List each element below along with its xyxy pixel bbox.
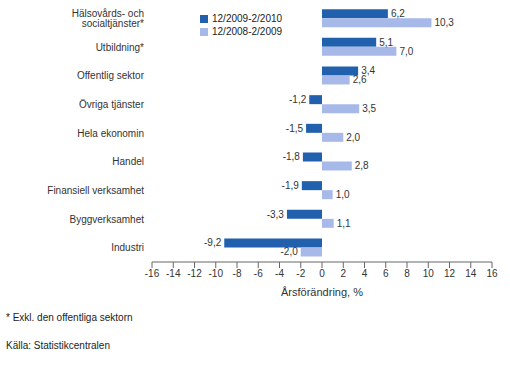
svg-text:Hälsovårds- ochsocialtjänster*: Hälsovårds- ochsocialtjänster* (72, 8, 144, 29)
svg-text:Årsförändring, %: Årsförändring, % (281, 286, 363, 298)
svg-text:8: 8 (404, 268, 410, 279)
svg-text:Övriga tjänster: Övriga tjänster (79, 99, 145, 110)
svg-text:Handel: Handel (112, 156, 144, 167)
svg-text:-4: -4 (275, 268, 284, 279)
svg-text:-1,8: -1,8 (283, 151, 301, 162)
svg-text:Utbildning*: Utbildning* (96, 42, 144, 53)
svg-text:Finansiell verksamhet: Finansiell verksamhet (47, 185, 144, 196)
svg-text:10,3: 10,3 (434, 17, 454, 28)
svg-text:-9,2: -9,2 (204, 237, 222, 248)
svg-text:-10: -10 (209, 268, 224, 279)
svg-text:Byggverksamhet: Byggverksamhet (70, 214, 145, 225)
svg-text:12: 12 (444, 268, 456, 279)
svg-text:4: 4 (362, 268, 368, 279)
svg-text:1,1: 1,1 (337, 218, 351, 229)
svg-text:2: 2 (340, 268, 346, 279)
svg-text:-8: -8 (233, 268, 242, 279)
svg-text:-2,0: -2,0 (281, 246, 299, 257)
svg-text:Hela ekonomin: Hela ekonomin (77, 128, 144, 139)
svg-text:-2: -2 (296, 268, 305, 279)
svg-text:-12: -12 (187, 268, 202, 279)
html-text:* Exkl. den offentliga sektorn: * Exkl. den offentliga sektorn (6, 312, 133, 323)
svg-text:1,0: 1,0 (336, 189, 350, 200)
svg-text:-3,3: -3,3 (267, 209, 285, 220)
svg-text:10: 10 (423, 268, 435, 279)
svg-text:-16: -16 (145, 268, 160, 279)
svg-text:2,0: 2,0 (346, 132, 360, 143)
svg-text:3,4: 3,4 (361, 65, 375, 77)
svg-text:Offentlig sektor: Offentlig sektor (77, 70, 145, 81)
html-text:12/2008-2/2009: 12/2008-2/2009 (212, 26, 283, 37)
svg-text:Industri: Industri (111, 242, 144, 253)
svg-text:3,5: 3,5 (362, 103, 376, 114)
svg-text:6,2: 6,2 (391, 8, 405, 19)
html-text:Källa: Statistikcentralen: Källa: Statistikcentralen (6, 340, 110, 351)
svg-text:-14: -14 (166, 268, 181, 279)
svg-text:-1,5: -1,5 (286, 123, 304, 134)
svg-text:14: 14 (465, 268, 477, 279)
svg-text:5,1: 5,1 (379, 37, 393, 48)
html-text:12/2009-2/2010: 12/2009-2/2010 (212, 13, 283, 24)
svg-text:2,8: 2,8 (355, 160, 369, 171)
svg-text:7,0: 7,0 (399, 46, 413, 57)
svg-text:-1,9: -1,9 (282, 180, 300, 191)
svg-text:0: 0 (319, 268, 325, 279)
svg-text:-6: -6 (254, 268, 263, 279)
svg-text:-1,2: -1,2 (289, 94, 307, 105)
svg-text:16: 16 (486, 268, 498, 279)
svg-text:6: 6 (383, 268, 389, 279)
svg-text:2,6: 2,6 (353, 74, 367, 85)
